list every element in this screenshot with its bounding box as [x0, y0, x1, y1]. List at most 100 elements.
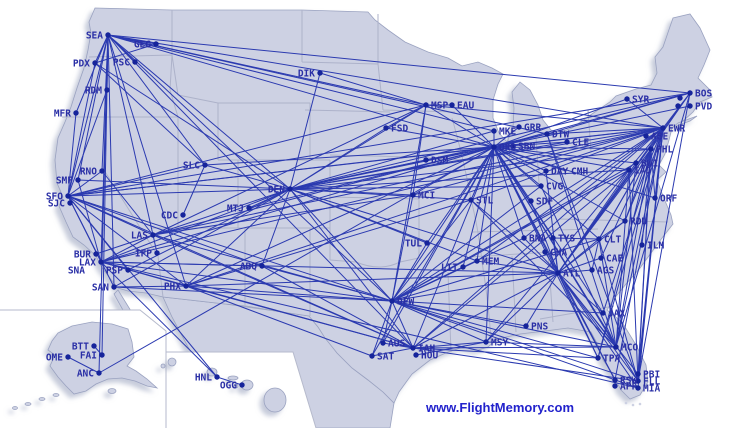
route-line — [100, 188, 291, 263]
airport-label-FLL: FLL — [643, 377, 660, 388]
route-line — [94, 43, 157, 64]
airport-label-MFR: MFR — [54, 109, 71, 120]
route-line — [261, 265, 393, 302]
airport-dot-GEG — [153, 41, 159, 47]
airport-label-ORD: ORD — [499, 143, 516, 154]
route-line — [185, 127, 664, 287]
airport-label-JAX: JAX — [608, 309, 625, 320]
route-line — [391, 300, 527, 327]
us-mainland — [54, 7, 713, 404]
airport-label-ANC: ANC — [77, 369, 94, 380]
airport-label-PSC: PSC — [113, 58, 130, 69]
route-line — [107, 34, 115, 288]
airport-label-RDU: RDU — [630, 217, 647, 228]
route-line — [637, 127, 664, 389]
airport-dot-EWR — [660, 125, 666, 131]
route-line — [185, 285, 393, 302]
airport-label-PSP: PSP — [106, 266, 123, 277]
airport-dot-JAX — [600, 310, 606, 316]
route-line — [289, 104, 427, 190]
airport-label-DFW: DFW — [397, 297, 414, 308]
airport-dot-ATL — [555, 270, 561, 276]
airport-dot-IFP — [154, 250, 160, 256]
route-line — [598, 220, 626, 240]
route-line — [557, 272, 616, 381]
airport-label-PHX: PHX — [164, 282, 181, 293]
airport-dot-SAN — [111, 284, 117, 290]
airport-label-DTW: DTW — [552, 130, 569, 141]
airport-label-SBN: SBN — [518, 142, 535, 153]
route-line — [493, 146, 547, 172]
airport-dot — [677, 95, 683, 101]
route-line — [615, 169, 630, 348]
airport-dot-SEA — [105, 32, 111, 38]
airport-dot-FSD — [383, 125, 389, 131]
route-line — [391, 104, 427, 302]
route-line — [107, 34, 691, 94]
route-line — [540, 185, 617, 348]
hawaii-inset-bg — [166, 352, 316, 428]
route-line — [261, 265, 414, 349]
route-line — [493, 146, 600, 240]
airport-label-OME: OME — [46, 353, 63, 364]
airport-dot-APF — [612, 383, 618, 389]
route-line — [289, 188, 393, 302]
route-line — [493, 146, 604, 314]
route-line — [127, 188, 291, 271]
route-line — [182, 164, 206, 216]
route-line — [67, 104, 427, 197]
route-line — [557, 162, 637, 274]
airport-label-PNS: PNS — [531, 322, 548, 333]
route-line — [412, 341, 487, 349]
airport-label-CVG: CVG — [546, 182, 563, 193]
route-line — [67, 112, 77, 197]
route-line — [289, 72, 321, 190]
airport-label-SNA: SNA — [68, 266, 85, 277]
route-line — [614, 127, 664, 381]
route-line — [67, 170, 103, 197]
airport-dot-BTT — [91, 343, 97, 349]
route-line — [94, 62, 206, 166]
airport-dot-SYR — [624, 96, 630, 102]
airport-label-MIA: MIA — [643, 384, 660, 395]
airport-label-MEM: MEM — [482, 257, 499, 268]
airport-dot-AUS — [380, 340, 386, 346]
airport-dot-PHX — [183, 283, 189, 289]
airport-label-SYR: SYR — [632, 95, 649, 106]
airport-dot-PSP — [125, 267, 131, 273]
airport-dot-DIK — [317, 70, 323, 76]
route-line — [391, 300, 604, 314]
airport-label-STL: STL — [476, 196, 493, 207]
route-line — [552, 237, 559, 274]
watermark-link[interactable]: www.FlightMemory.com — [425, 400, 575, 415]
airport-dot-DEN — [287, 186, 293, 192]
airport-dot-LIT — [460, 264, 466, 270]
route-line — [185, 285, 373, 357]
route-line — [185, 199, 472, 287]
airport-dot-HOU — [413, 352, 419, 358]
airport-label-FSD: FSD — [391, 124, 408, 135]
airport-dot-RDM — [104, 87, 110, 93]
route-line — [113, 285, 187, 288]
airport-dot-STL — [468, 197, 474, 203]
route-line — [546, 92, 691, 135]
route-line — [185, 285, 414, 349]
route-line — [385, 104, 427, 129]
airport-dot-MEM — [474, 258, 480, 264]
airport-label-DIK: DIK — [298, 69, 315, 80]
airport-dot-SDF — [528, 198, 534, 204]
airport-dot-LAS — [150, 232, 156, 238]
route-line — [391, 194, 414, 302]
route-line — [107, 34, 495, 132]
airport-dot-TYS — [550, 235, 556, 241]
route-line — [557, 92, 691, 274]
airport-label-SMF: SMF — [56, 176, 73, 187]
route-line — [415, 341, 487, 356]
airport-label-DSM: DSM — [431, 156, 448, 167]
airport-label-DEN: DEN — [268, 185, 285, 196]
route-line — [289, 92, 691, 190]
route-line — [100, 234, 154, 263]
routes-layer — [67, 34, 691, 389]
route-line — [615, 148, 652, 348]
route-line — [600, 148, 652, 259]
